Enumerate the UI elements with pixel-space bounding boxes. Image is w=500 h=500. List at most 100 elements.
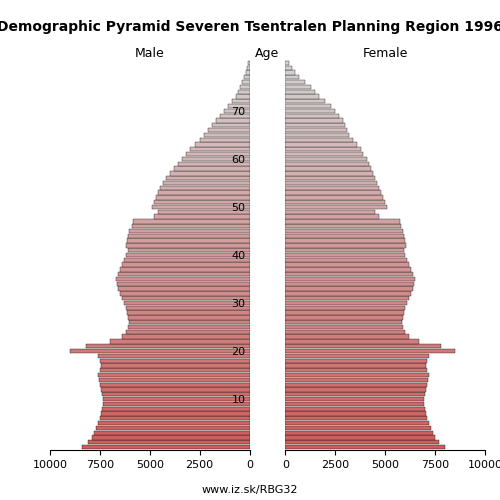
- Bar: [286, 234, 404, 238]
- Title: Male: Male: [135, 47, 164, 60]
- Bar: [286, 397, 424, 401]
- Bar: [286, 219, 400, 224]
- Bar: [286, 166, 372, 170]
- Bar: [224, 108, 250, 113]
- Bar: [194, 142, 250, 146]
- Bar: [286, 325, 403, 329]
- Bar: [286, 75, 300, 80]
- Bar: [286, 114, 340, 118]
- Bar: [286, 190, 381, 194]
- Bar: [216, 118, 250, 122]
- Bar: [286, 128, 348, 132]
- Bar: [286, 378, 428, 382]
- Bar: [242, 80, 250, 84]
- Bar: [126, 306, 250, 310]
- Bar: [286, 262, 409, 267]
- Bar: [286, 214, 379, 218]
- Bar: [98, 373, 250, 377]
- Bar: [286, 310, 404, 315]
- Bar: [236, 94, 250, 98]
- Title: Female: Female: [362, 47, 408, 60]
- Bar: [286, 358, 427, 363]
- Bar: [128, 248, 250, 252]
- Bar: [160, 186, 250, 190]
- Bar: [204, 133, 250, 137]
- Bar: [286, 430, 433, 435]
- Bar: [127, 238, 250, 243]
- Bar: [116, 277, 250, 281]
- Bar: [286, 133, 350, 137]
- Bar: [286, 412, 426, 416]
- Bar: [286, 171, 374, 175]
- Bar: [129, 229, 250, 233]
- Bar: [286, 445, 445, 450]
- Bar: [92, 436, 250, 440]
- Bar: [129, 320, 250, 324]
- Bar: [248, 60, 250, 65]
- Bar: [286, 373, 429, 377]
- Bar: [174, 166, 250, 170]
- Text: www.iz.sk/RBG32: www.iz.sk/RBG32: [202, 485, 298, 495]
- Bar: [166, 176, 250, 180]
- Bar: [86, 344, 250, 348]
- Bar: [286, 118, 344, 122]
- Bar: [158, 190, 250, 194]
- Bar: [208, 128, 250, 132]
- Bar: [101, 412, 250, 416]
- Bar: [126, 253, 250, 257]
- Bar: [286, 416, 427, 420]
- Bar: [246, 66, 250, 70]
- Bar: [158, 210, 250, 214]
- Bar: [286, 243, 406, 248]
- Bar: [101, 364, 250, 368]
- Bar: [286, 248, 404, 252]
- Bar: [286, 406, 425, 411]
- Bar: [286, 147, 362, 152]
- Bar: [286, 186, 379, 190]
- Bar: [286, 402, 424, 406]
- Bar: [286, 272, 413, 276]
- Bar: [154, 200, 250, 204]
- Bar: [286, 200, 385, 204]
- Bar: [286, 267, 411, 272]
- Bar: [128, 325, 250, 329]
- Bar: [117, 282, 250, 286]
- Bar: [286, 301, 407, 305]
- Bar: [100, 358, 250, 363]
- Bar: [122, 296, 250, 300]
- Bar: [286, 195, 383, 200]
- Bar: [286, 334, 409, 339]
- Bar: [122, 334, 250, 339]
- Bar: [286, 224, 401, 228]
- Bar: [124, 301, 250, 305]
- Bar: [286, 99, 326, 103]
- Bar: [286, 176, 376, 180]
- Bar: [286, 388, 426, 392]
- Bar: [120, 292, 250, 296]
- Bar: [182, 157, 250, 161]
- Bar: [286, 320, 402, 324]
- Text: Demographic Pyramid Severen Tsentralen Planning Region 1996: Demographic Pyramid Severen Tsentralen P…: [0, 20, 500, 34]
- Title: Age: Age: [256, 47, 280, 60]
- Bar: [186, 152, 250, 156]
- Bar: [94, 430, 250, 435]
- Bar: [103, 402, 250, 406]
- Bar: [100, 382, 250, 387]
- Bar: [99, 378, 250, 382]
- Bar: [286, 123, 346, 128]
- Bar: [118, 286, 250, 291]
- Bar: [286, 306, 405, 310]
- Bar: [133, 219, 250, 224]
- Bar: [98, 354, 250, 358]
- Bar: [286, 258, 407, 262]
- Bar: [98, 421, 250, 426]
- Bar: [162, 181, 250, 185]
- Bar: [286, 421, 429, 426]
- Bar: [286, 292, 411, 296]
- Bar: [82, 445, 249, 450]
- Bar: [96, 426, 250, 430]
- Bar: [286, 104, 332, 108]
- Bar: [110, 340, 250, 344]
- Bar: [152, 205, 250, 209]
- Bar: [238, 90, 250, 94]
